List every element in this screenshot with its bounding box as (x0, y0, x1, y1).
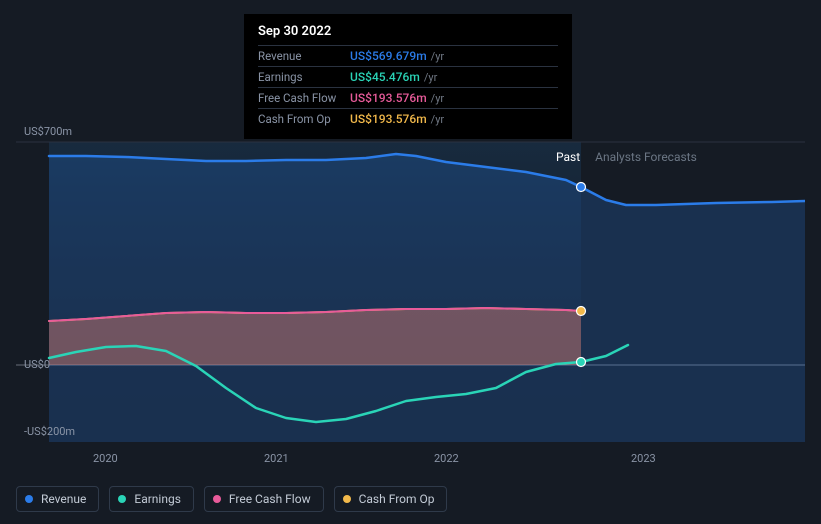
period-labels: Past Analysts Forecasts (556, 150, 697, 164)
tooltip-metric-label: Revenue (258, 49, 350, 63)
tooltip-metric-unit: /yr (431, 92, 444, 105)
tooltip-row: Free Cash FlowUS$193.576m/yr (258, 87, 558, 108)
legend-dot-icon (343, 495, 351, 503)
tooltip-row: RevenueUS$569.679m/yr (258, 45, 558, 66)
x-axis-label: 2023 (631, 452, 656, 465)
tooltip-metric-label: Earnings (258, 70, 350, 84)
legend-dot-icon (25, 495, 33, 503)
x-axis-label: 2020 (93, 452, 118, 465)
y-axis-label: US$700m (24, 125, 72, 138)
tooltip-metric-value: US$193.576m (350, 91, 427, 105)
legend-label: Cash From Op (359, 492, 435, 506)
legend-label: Revenue (41, 492, 86, 506)
legend-label: Free Cash Flow (229, 492, 311, 506)
tooltip-date: Sep 30 2022 (258, 24, 558, 39)
tooltip-metric-unit: /yr (431, 50, 444, 63)
x-axis-label: 2021 (264, 452, 289, 465)
financials-chart: Past Analysts Forecasts US$700m US$0 -US$2… (16, 120, 805, 474)
period-past-label: Past (556, 150, 580, 164)
y-axis-label: -US$200m (24, 425, 75, 438)
legend-dot-icon (118, 495, 126, 503)
legend-item[interactable]: Cash From Op (334, 486, 448, 512)
legend-item[interactable]: Earnings (109, 486, 194, 512)
tooltip-metric-label: Free Cash Flow (258, 91, 350, 105)
tooltip-row: EarningsUS$45.476m/yr (258, 66, 558, 87)
period-forecast-label: Analysts Forecasts (595, 150, 697, 164)
y-axis-label: US$0 (24, 358, 50, 371)
tooltip-metric-value: US$45.476m (350, 70, 420, 84)
chart-canvas (16, 120, 805, 474)
legend-dot-icon (213, 495, 221, 503)
legend-item[interactable]: Free Cash Flow (204, 486, 324, 512)
tooltip-metric-value: US$569.679m (350, 49, 427, 63)
x-axis-label: 2022 (434, 452, 459, 465)
legend-item[interactable]: Revenue (16, 486, 99, 512)
chart-legend: Revenue Earnings Free Cash Flow Cash From O… (16, 486, 447, 512)
legend-label: Earnings (134, 492, 181, 506)
tooltip-metric-unit: /yr (424, 71, 437, 84)
